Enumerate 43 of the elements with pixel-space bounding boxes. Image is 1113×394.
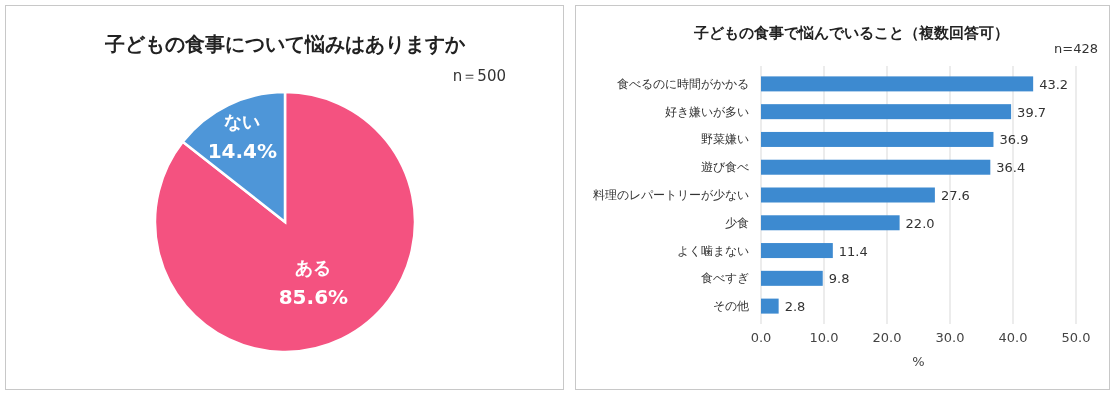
y-tick-label: 食べすぎ (701, 271, 749, 286)
x-axis-title: % (912, 354, 925, 369)
bar (761, 298, 779, 314)
x-tick-label: 20.0 (872, 330, 902, 345)
y-tick-label: よく噛まない (677, 243, 749, 258)
data-label: 27.6 (940, 188, 970, 203)
y-tick-label: 野菜嫌い (701, 132, 749, 147)
slice-label: ある (295, 257, 332, 279)
pie-slice (153, 90, 417, 354)
bar (761, 131, 994, 147)
bar (761, 187, 935, 203)
bar (761, 104, 1012, 120)
data-label: 85.6% (278, 285, 349, 310)
data-label: 11.4 (838, 243, 868, 259)
text: n＝500 (452, 67, 506, 85)
data-label: 39.7 (1017, 104, 1047, 120)
y-tick-label: その他 (713, 299, 749, 314)
data-label: 36.4 (996, 160, 1026, 176)
text: n=428 (1054, 41, 1098, 56)
bar (761, 159, 991, 175)
bar (761, 243, 833, 259)
data-label: 2.8 (784, 299, 806, 315)
data-label: 22.0 (905, 215, 935, 231)
data-label: 36.9 (999, 132, 1029, 148)
x-tick-label: 40.0 (998, 330, 1028, 345)
data-label: 14.4% (207, 139, 278, 164)
slice-label: ない (224, 111, 261, 133)
x-tick-label: 10.0 (809, 330, 839, 345)
y-tick-label: 好き嫌いが多い (665, 104, 749, 119)
y-tick-label: 食べるのに時間がかかる (617, 76, 749, 91)
y-tick-label: 遊び食べ (701, 160, 749, 175)
y-tick-label: 少食 (725, 215, 749, 230)
chart-title: 子どもの食事で悩んでいること（複数回答可） (692, 24, 1009, 42)
data-label: 43.2 (1039, 76, 1069, 92)
x-tick-label: 30.0 (935, 330, 965, 345)
bar (761, 215, 900, 231)
bar (761, 76, 1034, 92)
x-tick-label: 50.0 (1061, 330, 1091, 345)
chart-title: 子どもの食事について悩みはありますか (104, 32, 466, 56)
x-tick-label: 0.0 (750, 330, 772, 345)
data-label: 9.8 (828, 271, 850, 287)
y-tick-label: 料理のレパートリーが少ない (593, 188, 749, 202)
bar (761, 270, 823, 286)
